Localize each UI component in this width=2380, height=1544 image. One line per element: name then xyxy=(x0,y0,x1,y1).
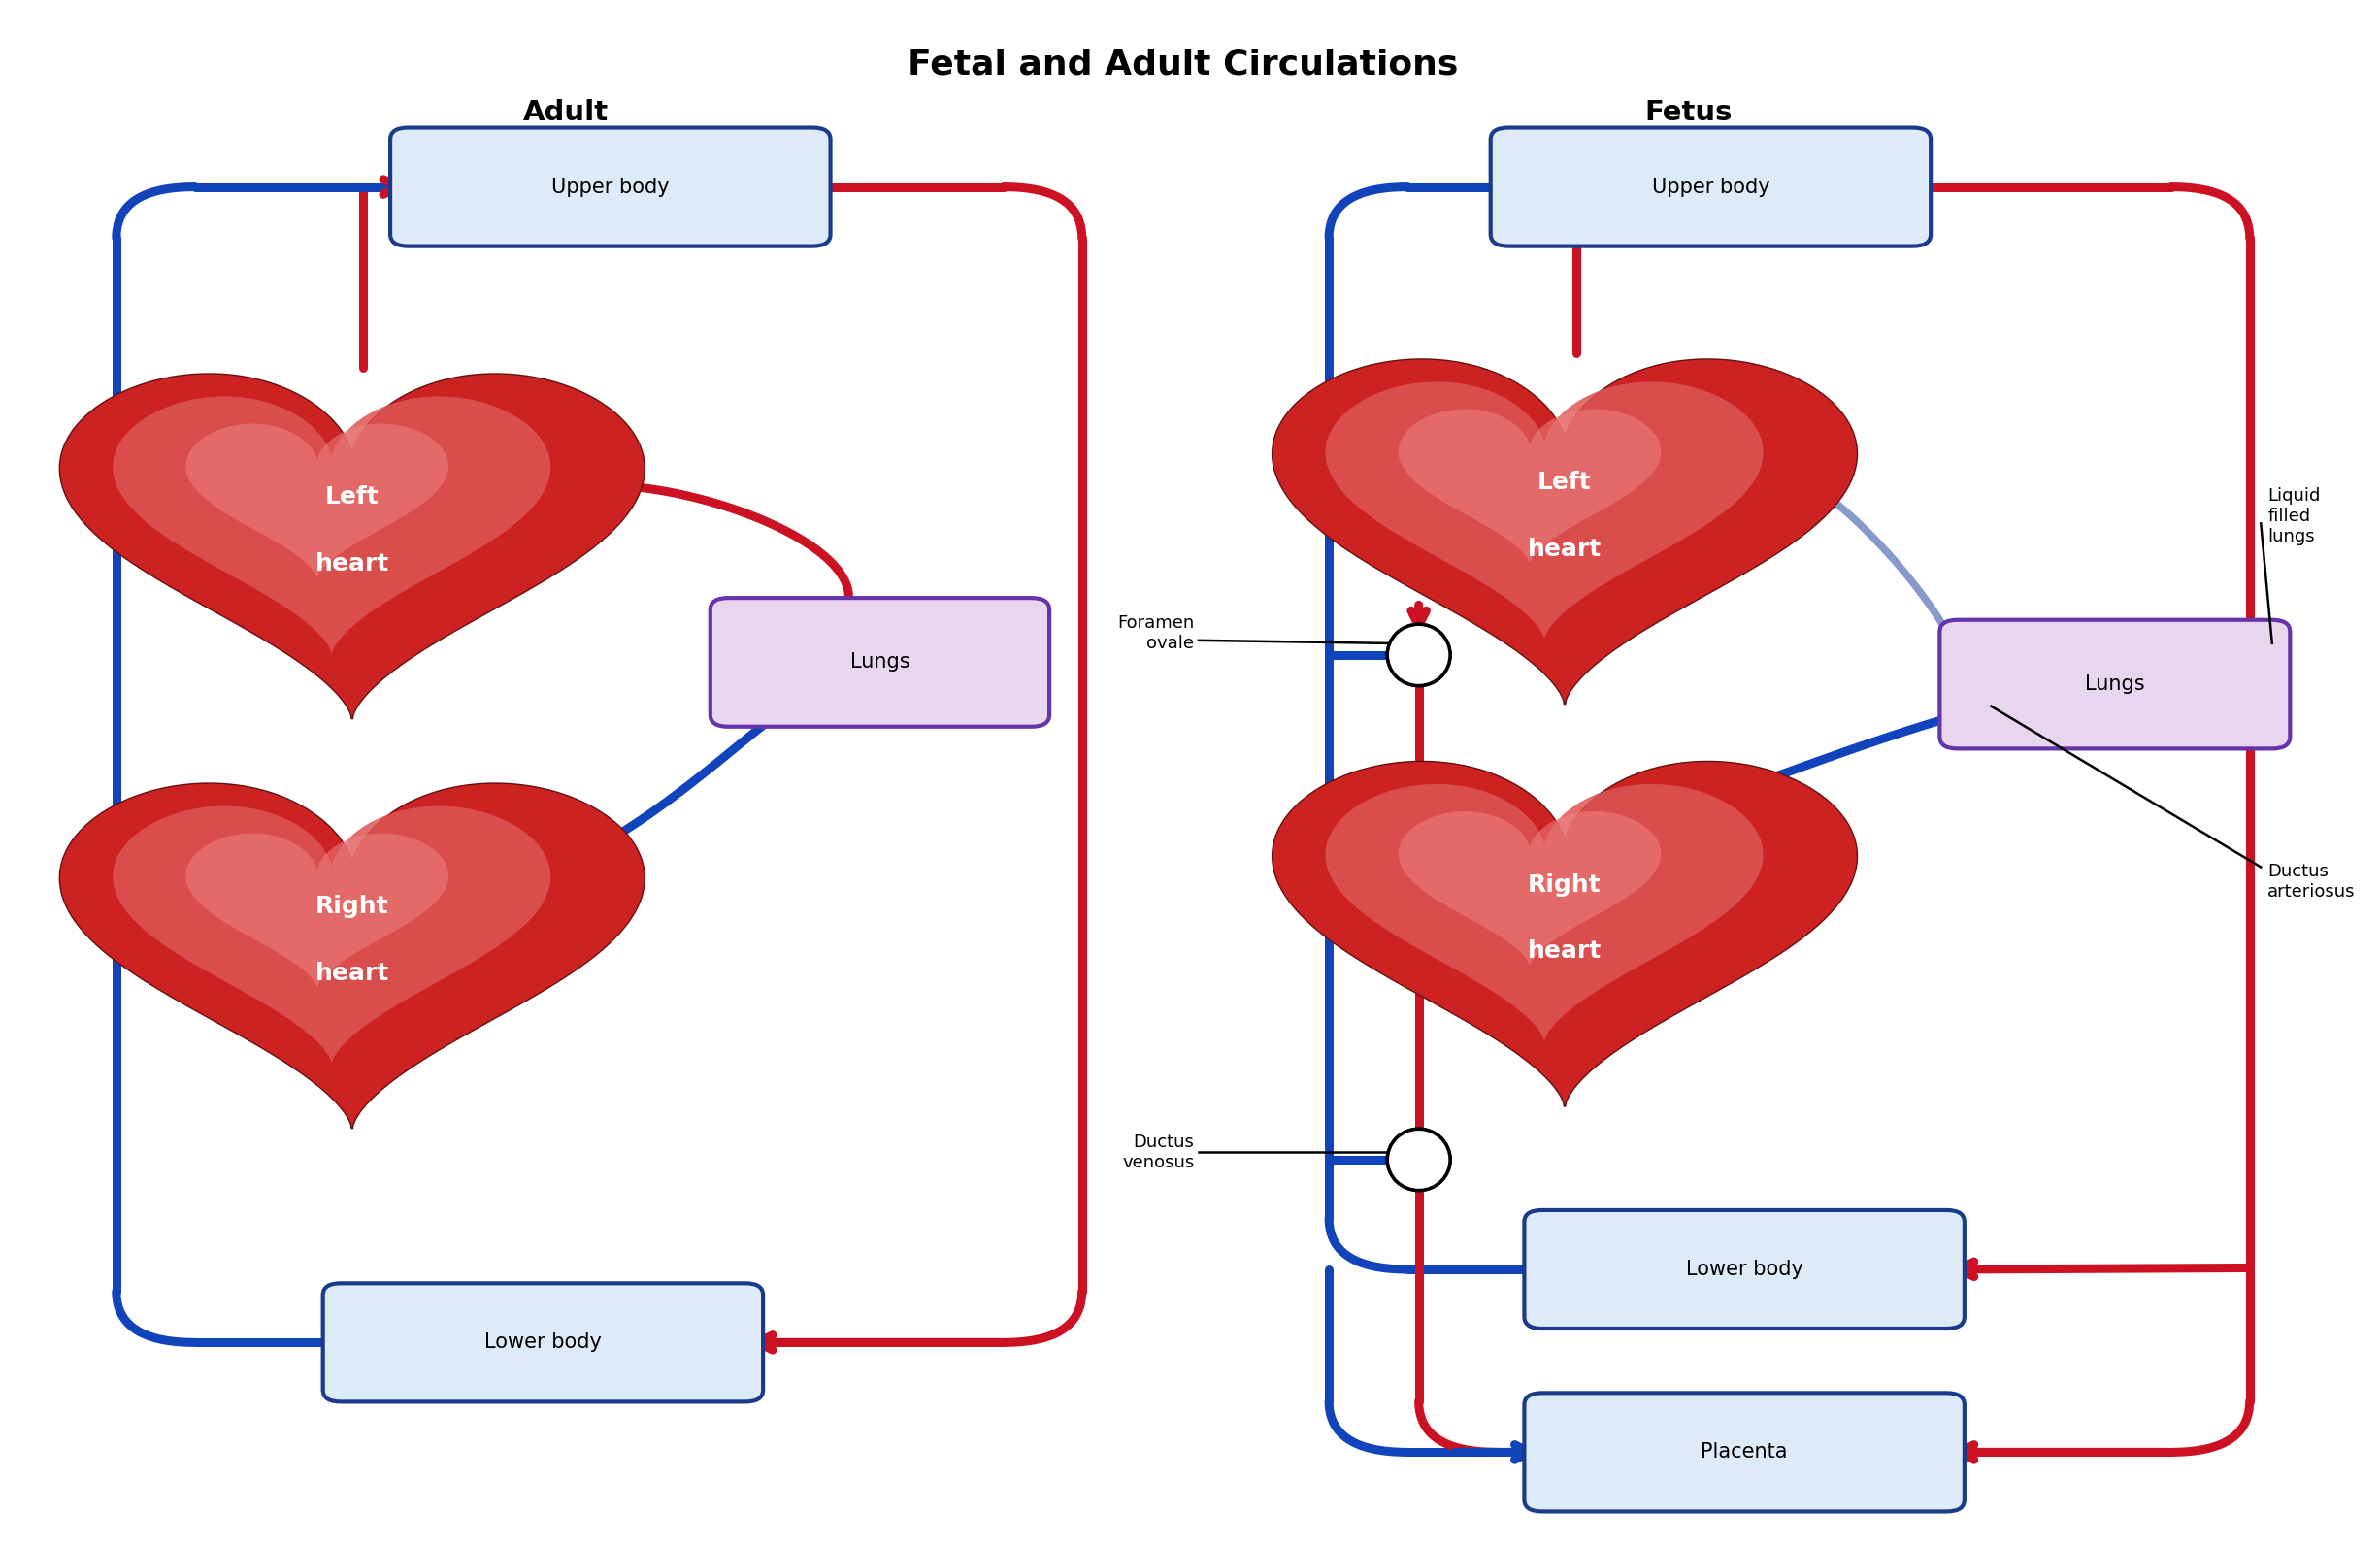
Polygon shape xyxy=(1399,811,1661,967)
Text: Right: Right xyxy=(1528,872,1602,896)
Text: Lower body: Lower body xyxy=(1685,1260,1804,1278)
Polygon shape xyxy=(112,806,550,1064)
Polygon shape xyxy=(186,834,447,988)
Text: Ductus
arteriosus: Ductus arteriosus xyxy=(2268,863,2356,900)
Text: Left: Left xyxy=(326,485,378,508)
Text: Foramen
ovale: Foramen ovale xyxy=(1116,615,1195,652)
Polygon shape xyxy=(1273,761,1856,1106)
Polygon shape xyxy=(112,397,550,655)
Polygon shape xyxy=(60,374,645,718)
Polygon shape xyxy=(1326,381,1764,639)
Text: Left: Left xyxy=(1537,471,1592,494)
Ellipse shape xyxy=(1388,624,1449,686)
Polygon shape xyxy=(186,423,447,579)
Polygon shape xyxy=(1273,761,1856,1106)
FancyBboxPatch shape xyxy=(1523,1210,1964,1328)
Text: heart: heart xyxy=(1528,537,1602,560)
Text: Placenta: Placenta xyxy=(1702,1442,1787,1462)
Text: Upper body: Upper body xyxy=(552,178,669,196)
Text: Upper body: Upper body xyxy=(1652,178,1771,196)
FancyBboxPatch shape xyxy=(709,598,1050,727)
Text: Right: Right xyxy=(317,896,388,919)
Text: Fetal and Adult Circulations: Fetal and Adult Circulations xyxy=(907,48,1459,80)
FancyBboxPatch shape xyxy=(1523,1393,1964,1512)
Text: Lungs: Lungs xyxy=(2085,675,2144,693)
Text: Lungs: Lungs xyxy=(850,653,909,672)
Text: Lower body: Lower body xyxy=(483,1332,602,1353)
Polygon shape xyxy=(1399,409,1661,564)
FancyBboxPatch shape xyxy=(1940,619,2290,749)
Polygon shape xyxy=(1273,360,1856,704)
Text: heart: heart xyxy=(314,962,388,985)
Text: Ductus
venosus: Ductus venosus xyxy=(1121,1133,1195,1172)
Text: Adult: Adult xyxy=(524,99,609,127)
Polygon shape xyxy=(1326,784,1764,1042)
Text: heart: heart xyxy=(1528,940,1602,963)
FancyBboxPatch shape xyxy=(324,1283,764,1402)
Text: Liquid
filled
lungs: Liquid filled lungs xyxy=(2268,486,2320,545)
Ellipse shape xyxy=(1388,1129,1449,1190)
Polygon shape xyxy=(60,784,645,1127)
FancyBboxPatch shape xyxy=(1490,128,1930,245)
Polygon shape xyxy=(60,374,645,718)
Text: heart: heart xyxy=(314,551,388,576)
Polygon shape xyxy=(1273,360,1856,704)
Polygon shape xyxy=(60,784,645,1127)
Ellipse shape xyxy=(1388,1129,1449,1190)
FancyBboxPatch shape xyxy=(390,128,831,245)
Text: Fetus: Fetus xyxy=(1645,99,1733,127)
Ellipse shape xyxy=(1388,624,1449,686)
